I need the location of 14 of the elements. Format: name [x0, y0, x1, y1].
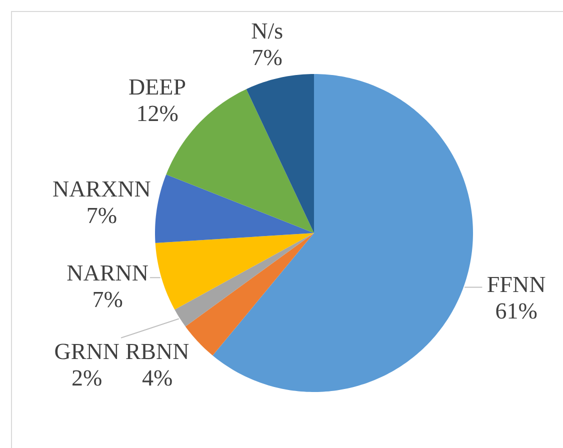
slice-label: NARNN — [66, 260, 149, 286]
data-label: 12% — [136, 101, 178, 126]
slice-label: N/s — [251, 18, 284, 44]
slice-label: GRNN — [54, 339, 120, 364]
data-label: 4% — [142, 365, 173, 390]
slice-label: RBNN — [125, 338, 190, 364]
slice-label: FFNN — [486, 272, 546, 298]
data-label: 7% — [86, 203, 117, 228]
slice-label: NARXNN — [52, 176, 152, 202]
data-label: 7% — [252, 44, 282, 70]
data-label: 61% — [495, 298, 538, 324]
data-label: 7% — [92, 287, 123, 312]
data-label: 2% — [72, 366, 102, 391]
slice-label: DEEP — [128, 74, 186, 100]
